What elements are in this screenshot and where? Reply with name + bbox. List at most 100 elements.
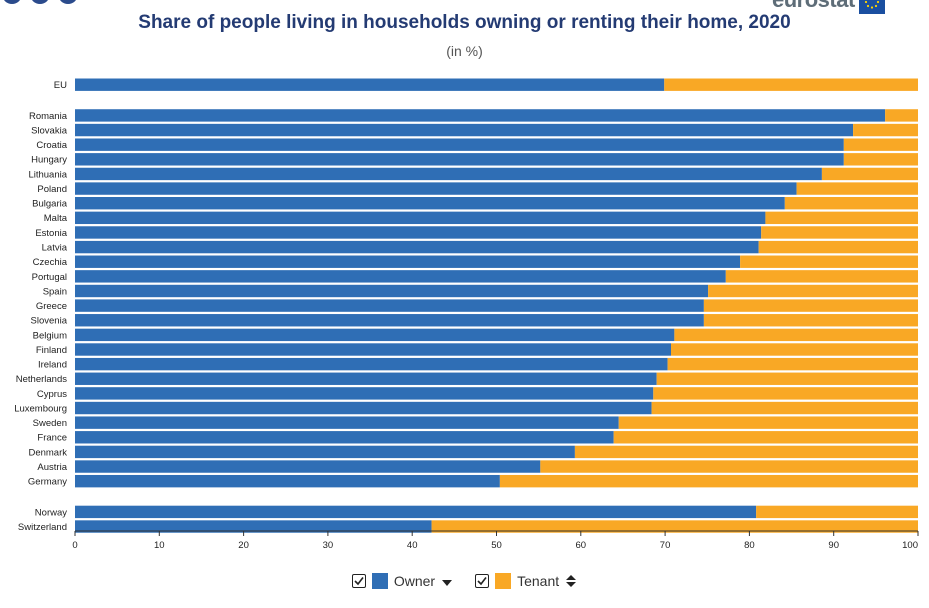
category-label-ireland: Ireland [38,360,67,371]
bar-owner-bulgaria[interactable] [75,197,785,210]
bar-owner-norway[interactable] [75,505,757,519]
bar-owner-greece[interactable] [75,299,704,312]
bar-tenant-norway[interactable] [756,505,918,519]
category-label-austria: Austria [37,462,67,473]
category-label-slovakia: Slovakia [31,125,68,136]
bar-tenant-slovenia[interactable] [703,314,918,327]
bar-owner-spain[interactable] [75,284,709,298]
window-controls [4,0,76,4]
category-label-netherlands: Netherlands [16,374,67,385]
tenant-checkbox[interactable] [475,574,490,588]
bar-tenant-czechia[interactable] [740,255,918,268]
bar-tenant-croatia[interactable] [843,138,918,151]
bar-tenant-austria[interactable] [540,460,918,473]
category-label-spain: Spain [43,286,67,297]
bar-owner-poland[interactable] [75,182,797,195]
checkmark-icon [477,577,487,586]
bar-tenant-switzerland[interactable] [431,520,918,533]
x-tick-label-60: 60 [576,540,587,551]
bar-tenant-luxembourg[interactable] [651,401,918,415]
bar-tenant-belgium[interactable] [674,328,918,342]
legend-item-tenant[interactable]: Tenant [475,573,577,589]
category-label-romania: Romania [29,111,68,122]
owner-swatch [371,573,388,589]
bar-tenant-sweden[interactable] [618,416,918,429]
owner-checkbox[interactable] [351,574,366,588]
bar-tenant-latvia[interactable] [758,240,918,254]
bar-tenant-hungary[interactable] [843,153,918,166]
chart-legend: Owner Tenant [0,570,929,592]
bar-owner-portugal[interactable] [75,270,726,283]
bar-owner-netherlands[interactable] [75,372,657,385]
category-label-hungary: Hungary [31,155,67,166]
bar-owner-germany[interactable] [75,474,500,488]
bar-tenant-cyprus[interactable] [653,387,918,400]
eu-flag-icon [858,0,885,14]
x-tick-label-90: 90 [828,540,839,551]
bar-tenant-ireland[interactable] [667,357,918,371]
bar-owner-sweden[interactable] [75,416,619,429]
bar-owner-slovenia[interactable] [75,314,704,327]
category-label-croatia: Croatia [36,140,67,151]
bar-tenant-romania[interactable] [885,109,918,122]
bar-owner-czechia[interactable] [75,255,741,268]
x-tick-label-70: 70 [660,540,671,551]
category-label-czechia: Czechia [33,257,68,268]
category-label-cyprus: Cyprus [37,389,67,400]
bar-tenant-estonia[interactable] [761,226,918,239]
bar-owner-luxembourg[interactable] [75,401,652,415]
bar-tenant-poland[interactable] [796,182,918,195]
chart-subtitle: (in %) [446,43,483,59]
x-tick-label-10: 10 [154,540,165,551]
bar-owner-romania[interactable] [75,109,886,122]
category-label-latvia: Latvia [42,242,68,253]
eurostat-logo: eurostat [772,0,885,14]
bar-tenant-greece[interactable] [703,299,918,312]
legend-item-owner[interactable]: Owner [351,573,453,589]
category-label-slovenia: Slovenia [31,316,68,327]
bar-owner-latvia[interactable] [75,240,759,254]
sort-descending-icon[interactable] [441,574,453,588]
bar-owner-cyprus[interactable] [75,387,654,400]
bar-owner-hungary[interactable] [75,153,844,166]
bar-tenant-eu[interactable] [664,78,918,91]
tenant-legend-label: Tenant [517,573,560,589]
owner-legend-label: Owner [393,573,436,589]
bar-tenant-bulgaria[interactable] [784,197,918,210]
x-tick-label-100: 100 [902,540,918,551]
logo-text: eurostat [772,0,855,12]
bar-tenant-france[interactable] [613,431,918,444]
sort-both-icon[interactable] [565,574,577,588]
bar-owner-austria[interactable] [75,460,541,473]
checkmark-icon [354,577,364,586]
bar-owner-eu[interactable] [75,78,665,91]
bar-tenant-spain[interactable] [708,284,918,298]
x-tick-label-50: 50 [491,540,502,551]
category-label-finland: Finland [36,345,67,356]
bar-owner-finland[interactable] [75,343,672,356]
bar-owner-switzerland[interactable] [75,520,432,533]
category-label-poland: Poland [37,184,67,195]
bar-owner-france[interactable] [75,431,614,444]
bar-tenant-portugal[interactable] [725,270,918,283]
bar-tenant-denmark[interactable] [574,445,918,459]
bar-tenant-malta[interactable] [765,211,918,225]
bar-owner-denmark[interactable] [75,445,575,459]
bar-tenant-finland[interactable] [671,343,918,356]
bar-owner-lithuania[interactable] [75,167,822,181]
category-label-luxembourg: Luxembourg [14,403,67,414]
bar-tenant-germany[interactable] [499,474,918,488]
bar-owner-malta[interactable] [75,211,766,225]
category-label-bulgaria: Bulgaria [32,199,68,210]
bar-owner-estonia[interactable] [75,226,762,239]
category-label-portugal: Portugal [32,272,67,283]
bar-owner-croatia[interactable] [75,138,844,151]
chart-title: Share of people living in households own… [138,12,791,33]
bar-owner-slovakia[interactable] [75,123,854,137]
bar-tenant-slovakia[interactable] [853,123,918,137]
category-label-norway: Norway [35,507,67,518]
bar-owner-belgium[interactable] [75,328,675,342]
bar-tenant-lithuania[interactable] [821,167,918,181]
bar-owner-ireland[interactable] [75,357,668,371]
bar-tenant-netherlands[interactable] [656,372,918,385]
